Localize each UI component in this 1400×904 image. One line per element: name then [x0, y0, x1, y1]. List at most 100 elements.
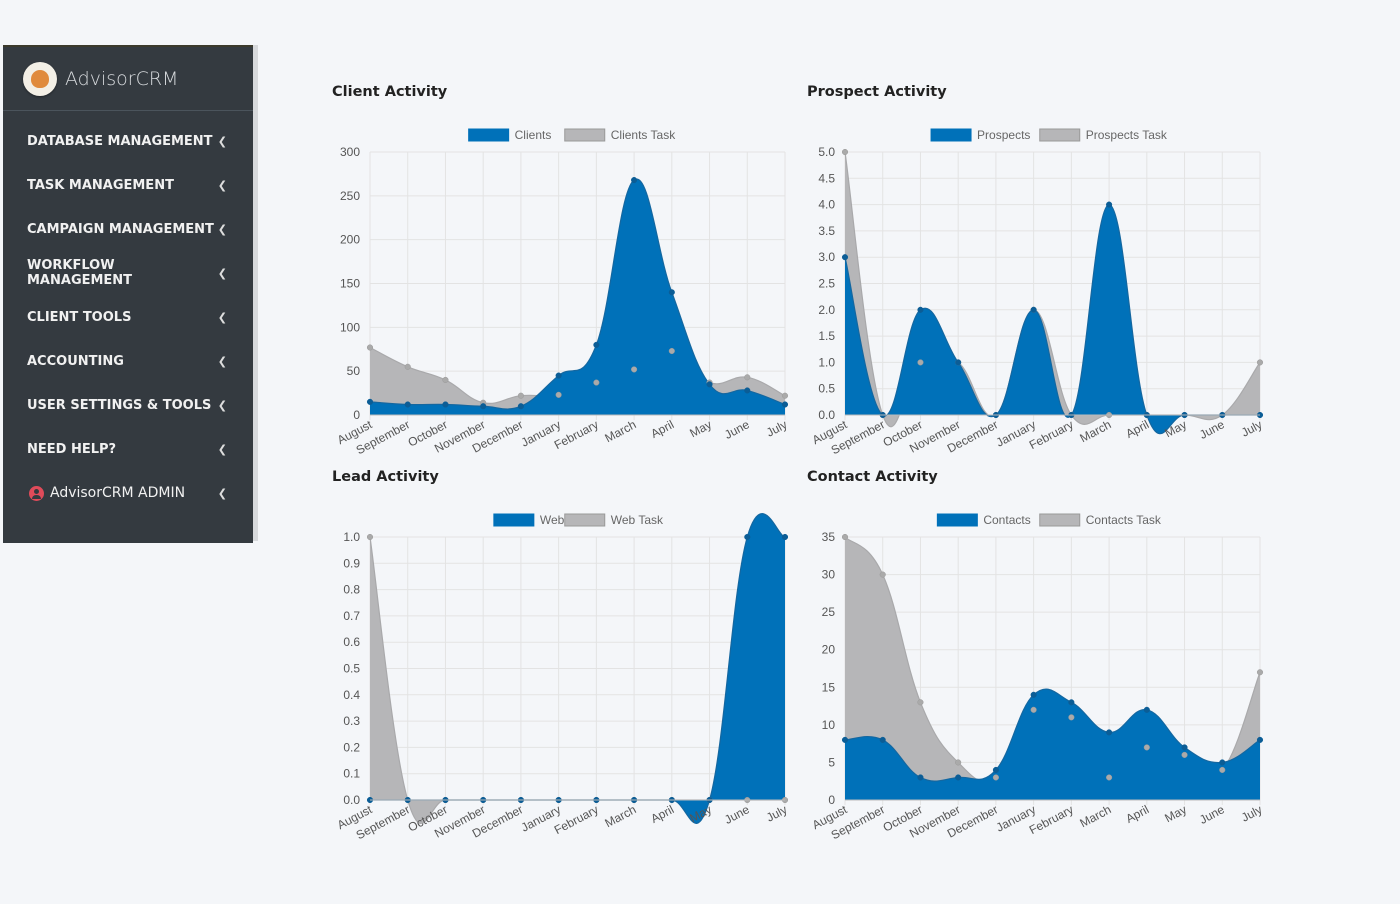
sidebar-item-label: CLIENT TOOLS	[27, 309, 132, 325]
task-point	[841, 533, 849, 541]
sidebar-item-admin[interactable]: AdvisorCRM ADMIN ❮	[3, 471, 253, 515]
y-tick-label: 0.5	[343, 662, 360, 676]
x-tick-label: March	[602, 417, 638, 445]
legend: Contacts Contacts Task	[936, 513, 1162, 527]
sidebar-item-need-help[interactable]: NEED HELP? ❮	[3, 427, 253, 471]
sidebar-item-label: DATABASE MANAGEMENT	[27, 133, 213, 149]
task-point	[404, 363, 411, 370]
legend-swatch	[564, 513, 606, 527]
primary-point	[841, 254, 849, 261]
primary-series-area	[370, 179, 785, 415]
y-tick-label: 300	[340, 145, 360, 159]
primary-point	[744, 387, 751, 394]
x-tick-label: May	[1162, 802, 1189, 825]
task-point	[1106, 774, 1113, 781]
y-tick-label: 4.0	[818, 198, 835, 212]
task-point	[517, 392, 524, 399]
sidebar-item-accounting[interactable]: ACCOUNTING ❮	[3, 339, 253, 383]
legend-label: Web	[540, 513, 565, 527]
task-point	[366, 344, 374, 351]
x-tick-label: April	[1123, 802, 1151, 826]
primary-point	[992, 766, 999, 773]
sidebar-item-label: TASK MANAGEMENT	[27, 177, 174, 193]
primary-point	[1068, 699, 1075, 706]
y-tick-label: 0.0	[343, 793, 360, 807]
sidebar: AdvisorCRM DATABASE MANAGEMENT ❮ TASK MA…	[3, 45, 253, 543]
legend-label: Clients	[515, 128, 552, 142]
primary-point	[1181, 744, 1188, 751]
y-axis: 0 50 100 150 200 250 300	[340, 145, 360, 422]
x-tick-label: June	[1197, 417, 1227, 442]
chevron-left-icon: ❮	[217, 178, 227, 192]
sidebar-item-task-management[interactable]: TASK MANAGEMENT ❮	[3, 163, 253, 207]
legend-swatch	[930, 128, 972, 142]
primary-point	[955, 774, 962, 781]
chevron-left-icon: ❮	[217, 354, 227, 368]
brand[interactable]: AdvisorCRM	[3, 47, 253, 111]
x-tick-label: March	[602, 802, 638, 830]
y-tick-label: 4.5	[818, 171, 835, 185]
y-tick-label: 15	[822, 680, 836, 694]
legend-swatch	[493, 513, 535, 527]
sidebar-item-campaign-management[interactable]: CAMPAIGN MANAGEMENT ❮	[3, 207, 253, 251]
y-tick-label: 0.4	[343, 688, 360, 702]
primary-point	[917, 774, 924, 781]
legend: Web Web Task	[493, 513, 664, 527]
y-tick-label: 0.0	[818, 408, 835, 422]
sidebar-item-client-tools[interactable]: CLIENT TOOLS ❮	[3, 295, 253, 339]
y-tick-label: 0.1	[343, 767, 360, 781]
y-tick-label: 3.5	[818, 224, 835, 238]
sidebar-item-label: NEED HELP?	[27, 441, 117, 457]
y-tick-label: 0.3	[343, 714, 360, 728]
primary-point	[366, 398, 374, 405]
legend: Prospects Prospects Task	[930, 128, 1168, 142]
chevron-left-icon: ❮	[217, 134, 227, 148]
y-axis: 0.0 0.1 0.2 0.3 0.4 0.5 0.6 0.7 0.8 0.9 1.0	[343, 530, 360, 807]
primary-point	[744, 533, 751, 541]
x-axis: AugustSeptemberOctoberNovemberDecemberJa…	[335, 802, 790, 842]
sidebar-item-label: CAMPAIGN MANAGEMENT	[27, 221, 214, 237]
task-point	[917, 699, 924, 706]
task-point	[1143, 744, 1150, 751]
x-tick-label: May	[687, 417, 714, 440]
y-tick-label: 250	[340, 189, 360, 203]
client-activity-chart: Clients Clients Task 0 50 100 150 200 250 300 Aug…	[335, 128, 790, 457]
primary-point	[1106, 729, 1113, 736]
y-tick-label: 3.0	[818, 250, 835, 264]
sidebar-edge	[253, 45, 258, 541]
x-tick-label: July	[764, 802, 789, 824]
task-point	[992, 774, 999, 781]
sidebar-item-database-management[interactable]: DATABASE MANAGEMENT ❮	[3, 119, 253, 163]
chart-title-client-activity: Client Activity	[332, 84, 448, 100]
primary-point	[955, 359, 962, 366]
chevron-left-icon: ❮	[217, 486, 227, 500]
task-point	[917, 359, 924, 366]
task-point	[1030, 706, 1037, 713]
primary-point	[879, 736, 886, 743]
y-tick-label: 35	[822, 530, 836, 544]
chart-title-lead-activity: Lead Activity	[332, 469, 439, 485]
sidebar-item-label: ACCOUNTING	[27, 353, 124, 369]
x-tick-label: June	[722, 802, 752, 827]
legend-swatch	[936, 513, 978, 527]
task-point	[593, 379, 600, 386]
sidebar-item-workflow-management[interactable]: WORKFLOW MANAGEMENT ❮	[3, 251, 253, 295]
task-point	[1219, 766, 1226, 773]
y-tick-label: 2.5	[818, 277, 835, 291]
sidebar-item-user-settings-tools[interactable]: USER SETTINGS & TOOLS ❮	[3, 383, 253, 427]
primary-point	[781, 533, 789, 541]
x-axis: AugustSeptemberOctoberNovemberDecemberJa…	[810, 802, 1265, 842]
x-tick-label: June	[1197, 802, 1227, 827]
x-tick-label: April	[1123, 417, 1151, 441]
y-tick-label: 30	[822, 568, 836, 582]
primary-point	[1106, 201, 1113, 208]
chevron-left-icon: ❮	[217, 398, 227, 412]
x-axis: AugustSeptemberOctoberNovemberDecemberJa…	[335, 417, 790, 457]
primary-point	[442, 401, 449, 408]
y-tick-label: 5	[828, 755, 835, 769]
x-tick-label: July	[764, 417, 789, 439]
task-point	[631, 366, 638, 373]
primary-point	[593, 341, 600, 348]
task-point	[955, 759, 962, 766]
task-point	[555, 391, 562, 398]
